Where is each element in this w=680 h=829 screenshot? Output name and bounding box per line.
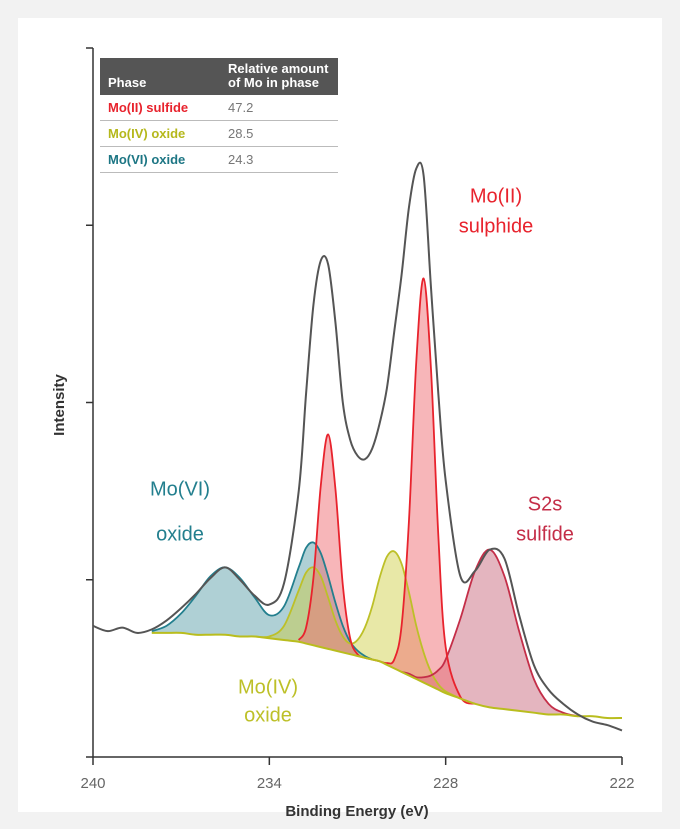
table-row: Mo(II) sulfide 47.2	[100, 95, 338, 121]
component-label: S2s	[528, 493, 562, 515]
background-line	[151, 631, 623, 720]
component-label: Mo(II)	[470, 185, 522, 207]
x-tick-label: 228	[433, 775, 458, 792]
table-body: Mo(II) sulfide 47.2 Mo(IV) oxide 28.5 Mo(VI)…	[100, 95, 338, 173]
component-line	[254, 550, 461, 700]
phase-name: Mo(II) sulfide	[100, 95, 220, 121]
column-header: Phase	[100, 58, 220, 95]
phase-amount: 47.2	[220, 95, 338, 121]
phase-name: Mo(IV) oxide	[100, 120, 220, 147]
phase-amount: 28.5	[220, 120, 338, 147]
envelope-line	[92, 161, 623, 732]
component-label: sulfide	[516, 523, 574, 545]
phase-amount: 24.3	[220, 146, 338, 173]
table-row: Mo(VI) oxide 24.3	[100, 146, 338, 173]
component-label: oxide	[244, 704, 292, 726]
component-label: Mo(VI)	[150, 478, 210, 500]
component-label: oxide	[156, 523, 204, 545]
phase-table: Phase Relative amount of Mo in phase Mo(…	[100, 58, 338, 173]
x-tick-label: 234	[257, 775, 282, 792]
table-row: Mo(IV) oxide 28.5	[100, 120, 338, 147]
table-header: Phase Relative amount of Mo in phase	[100, 58, 338, 95]
y-axis-title: Intensity	[51, 374, 68, 436]
component-line	[297, 277, 476, 705]
component-line	[401, 548, 579, 718]
phase-name: Mo(VI) oxide	[100, 146, 220, 173]
x-axis-title: Binding Energy (eV)	[285, 803, 428, 820]
column-header: Relative amount of Mo in phase	[220, 58, 338, 95]
component-label: sulphide	[459, 215, 534, 237]
x-tick-label: 222	[609, 775, 634, 792]
x-tick-label: 240	[80, 775, 105, 792]
component-label: Mo(IV)	[238, 676, 298, 698]
